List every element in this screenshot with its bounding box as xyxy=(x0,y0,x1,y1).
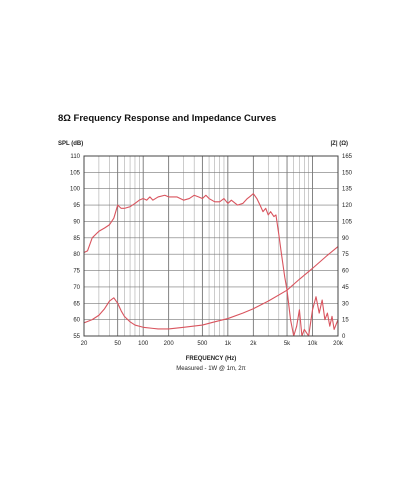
y-right-tick-label: 75 xyxy=(342,252,349,258)
frequency-response-curve xyxy=(83,193,339,337)
grid xyxy=(84,155,338,337)
y-right-tick-label: 105 xyxy=(342,219,353,225)
measurement-note: Measured - 1W @ 1m, 2π xyxy=(176,366,246,372)
y-right-tick-label: 45 xyxy=(342,285,349,291)
y-left-tick-label: 100 xyxy=(70,187,81,193)
y-left-tick-label: 75 xyxy=(73,269,80,275)
x-axis-label: FREQUENCY (Hz) xyxy=(186,356,237,362)
impedance-curve xyxy=(83,246,339,330)
y-left-tick-label: 85 xyxy=(73,236,80,242)
y-left-tick-label: 80 xyxy=(73,252,80,258)
x-tick-label: 2k xyxy=(250,341,257,347)
y-left-tick-label: 60 xyxy=(73,318,80,324)
y-right-tick-label: 165 xyxy=(342,154,353,160)
y-right-tick-label: 15 xyxy=(342,318,349,324)
x-tick-label: 500 xyxy=(197,341,208,347)
page-title: 8Ω Frequency Response and Impedance Curv… xyxy=(58,113,277,124)
x-tick-label: 20 xyxy=(81,341,88,347)
y-left-tick-label: 110 xyxy=(70,154,80,160)
x-tick-label: 10k xyxy=(308,341,319,347)
y-right-tick-label: 0 xyxy=(342,334,346,340)
x-tick-labels: 20 50 100 200 500 1k 2k 5k 10k 20k xyxy=(81,341,344,347)
x-tick-label: 5k xyxy=(284,341,291,347)
y-axis-right-label: |Z| (Ω) xyxy=(331,141,349,147)
y-axis-left-label: SPL (dB) xyxy=(58,141,83,147)
plot-frame xyxy=(83,155,339,337)
curves xyxy=(83,193,339,337)
y-right-tick-label: 30 xyxy=(342,301,349,307)
y-right-tick-label: 90 xyxy=(342,236,349,242)
x-tick-label: 200 xyxy=(164,341,175,347)
y-left-tick-label: 65 xyxy=(73,301,80,307)
x-tick-label: 1k xyxy=(225,341,232,347)
y-left-tick-labels: 110 105 100 95 90 85 80 75 70 65 60 55 xyxy=(70,154,81,340)
x-tick-label: 20k xyxy=(333,341,344,347)
x-tick-label: 50 xyxy=(114,341,121,347)
y-left-tick-label: 90 xyxy=(73,219,80,225)
y-left-tick-label: 70 xyxy=(73,285,80,291)
x-tick-label: 100 xyxy=(138,341,149,347)
y-left-tick-label: 95 xyxy=(73,203,80,209)
y-right-tick-label: 150 xyxy=(342,170,353,176)
y-right-tick-label: 135 xyxy=(342,187,353,193)
y-right-tick-label: 120 xyxy=(342,203,353,209)
y-left-tick-label: 55 xyxy=(73,334,80,340)
y-left-tick-label: 105 xyxy=(70,170,81,176)
y-right-tick-label: 60 xyxy=(342,269,349,275)
